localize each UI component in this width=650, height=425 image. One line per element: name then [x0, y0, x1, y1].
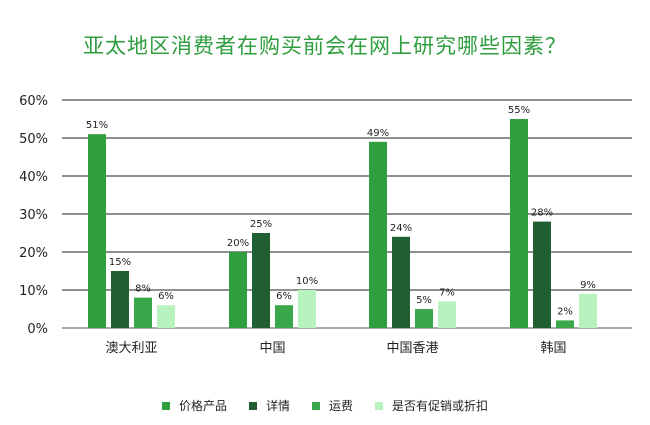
- bar-3-3: [415, 309, 433, 328]
- y-tick-label: 50%: [19, 132, 48, 147]
- y-tick-label: 60%: [19, 94, 48, 109]
- x-tick-label: 韩国: [540, 341, 566, 356]
- data-label: 15%: [109, 257, 131, 268]
- bar-4-2: [298, 290, 316, 328]
- data-label: 49%: [367, 128, 389, 139]
- data-label: 25%: [250, 219, 272, 230]
- legend-swatch: [161, 401, 170, 410]
- bar-1-3: [369, 141, 387, 328]
- x-tick-label: 中国香港: [386, 341, 438, 356]
- data-label: 20%: [227, 238, 249, 249]
- bar-3-1: [134, 297, 152, 328]
- data-label: 55%: [508, 105, 530, 116]
- data-label: 6%: [158, 291, 174, 302]
- legend-item: 详情: [248, 397, 290, 414]
- bar-2-3: [392, 236, 410, 328]
- y-tick-label: 40%: [19, 170, 48, 185]
- legend: 价格产品 详情 运费 是否有促销或折扣: [0, 397, 650, 414]
- y-tick-label: 30%: [19, 208, 48, 223]
- data-label: 51%: [86, 120, 108, 131]
- data-label: 8%: [135, 284, 151, 295]
- bar-2-1: [111, 271, 129, 328]
- x-axis-ticks: 澳大利亚 中国 中国香港 韩国: [105, 340, 566, 356]
- x-tick-label: 澳大利亚: [105, 340, 157, 356]
- y-tick-label: 20%: [19, 246, 48, 261]
- legend-swatch: [248, 401, 257, 410]
- data-label: 28%: [531, 208, 553, 219]
- y-axis-ticks: 0% 10% 20% 30% 40% 50% 60%: [19, 94, 48, 337]
- data-labels: 51% 15% 8% 6% 20%25% 6% 10% 49% 24% 5% 7% 55% 28% 2% 9…: [86, 105, 596, 317]
- legend-label: 运费: [329, 399, 354, 413]
- bar-1-1: [88, 134, 106, 328]
- x-tick-label: 中国: [259, 341, 285, 356]
- bar-3-4: [556, 320, 574, 328]
- data-label: 6%: [276, 291, 292, 302]
- bars: [88, 119, 597, 328]
- bar-2-2: [252, 233, 270, 328]
- legend-item: 价格产品: [161, 397, 227, 414]
- bar-1-4: [510, 119, 528, 328]
- data-label: 9%: [580, 280, 596, 291]
- legend-swatch: [312, 401, 320, 410]
- data-label: 7%: [439, 287, 455, 298]
- bar-4-1: [157, 305, 175, 328]
- y-tick-label: 10%: [19, 284, 48, 299]
- bar-2-4: [533, 221, 551, 328]
- legend-label: 详情: [265, 399, 290, 413]
- bar-4-3: [438, 301, 456, 328]
- y-tick-label: 0%: [27, 322, 48, 337]
- bar-3-2: [275, 305, 293, 328]
- bar-1-2: [229, 252, 247, 328]
- legend-item: 运费: [312, 397, 353, 414]
- legend-label: 价格产品: [178, 399, 227, 413]
- data-label: 2%: [557, 306, 573, 317]
- legend-label: 是否有促销或折扣: [392, 399, 489, 413]
- bar-4-4: [579, 293, 597, 328]
- legend-swatch: [375, 401, 384, 410]
- data-label: 10%: [296, 276, 318, 287]
- data-label: 24%: [390, 223, 412, 234]
- data-label: 5%: [416, 295, 432, 306]
- legend-item: 是否有促销或折扣: [375, 397, 488, 414]
- chart-title: 亚太地区消费者在购买前会在网上研究哪些因素？: [83, 34, 567, 58]
